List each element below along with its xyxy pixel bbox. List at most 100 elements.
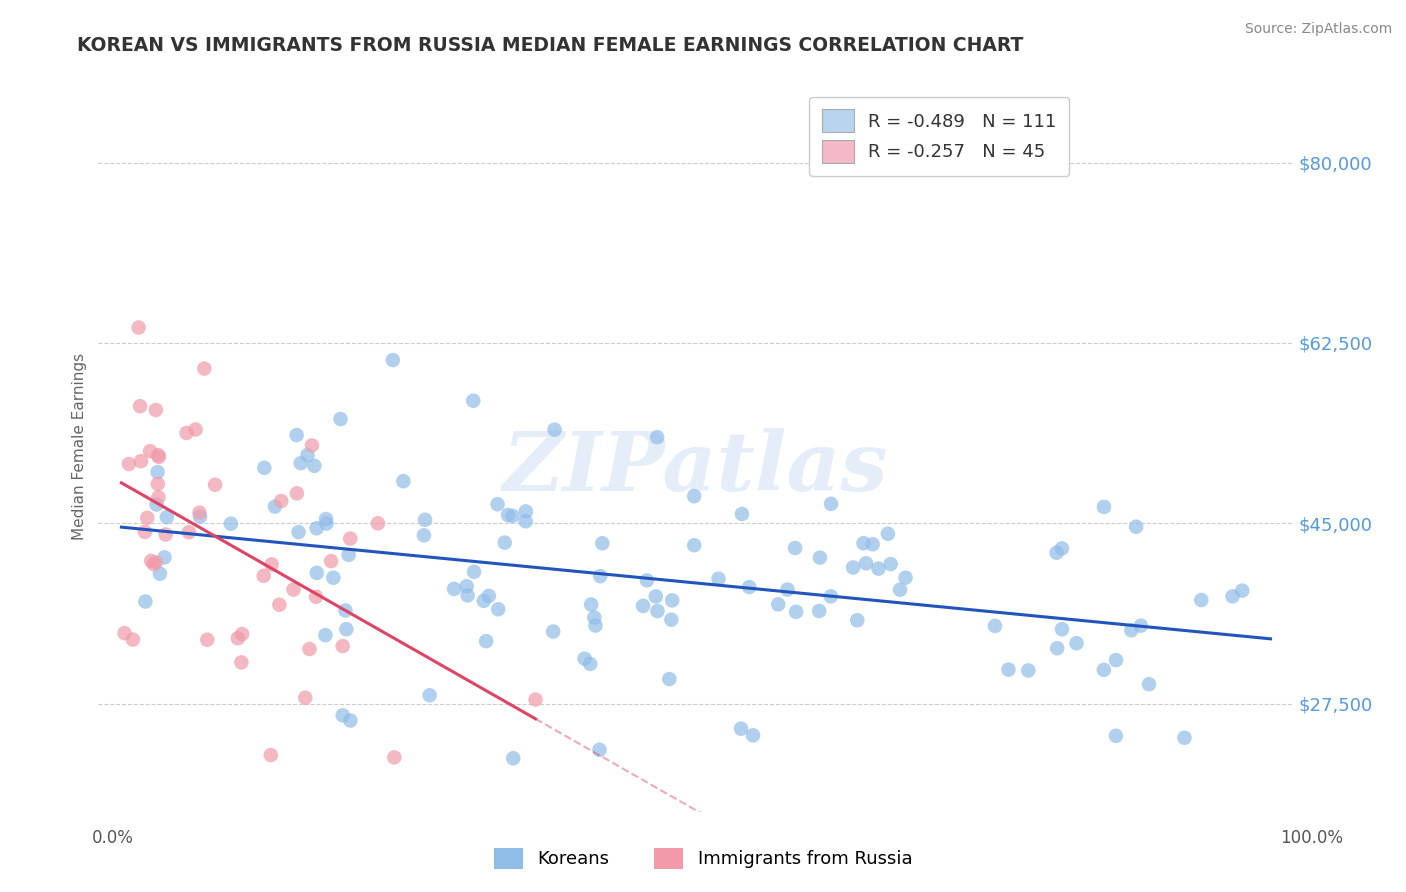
Point — [269, 598, 291, 612]
Text: KOREAN VS IMMIGRANTS FROM RUSSIA MEDIAN FEMALE EARNINGS CORRELATION CHART: KOREAN VS IMMIGRANTS FROM RUSSIA MEDIAN … — [77, 36, 1024, 54]
Point — [315, 512, 337, 526]
Point — [294, 690, 316, 705]
Point — [153, 550, 176, 565]
Point — [148, 448, 170, 462]
Point — [683, 489, 706, 503]
Point — [136, 510, 159, 524]
Point — [114, 626, 136, 640]
Point — [129, 454, 152, 468]
Point — [381, 353, 404, 368]
Point — [139, 554, 162, 568]
Point — [146, 476, 169, 491]
Point — [301, 438, 323, 452]
Point — [204, 477, 226, 491]
Point — [1121, 624, 1143, 638]
Point — [661, 593, 683, 607]
Point — [496, 508, 519, 522]
Point — [1050, 622, 1073, 636]
Point — [515, 514, 537, 528]
Point — [543, 423, 565, 437]
Point — [146, 465, 169, 479]
Point — [502, 751, 524, 765]
Point — [1092, 500, 1115, 514]
Point — [862, 537, 884, 551]
Point — [1050, 541, 1073, 556]
Point — [231, 656, 253, 670]
Point — [731, 507, 754, 521]
Point — [842, 560, 865, 574]
Point — [588, 743, 610, 757]
Point — [339, 532, 361, 546]
Point — [1017, 664, 1039, 678]
Point — [889, 582, 911, 597]
Point — [574, 651, 596, 665]
Point — [502, 508, 524, 523]
Point — [579, 657, 602, 671]
Point — [659, 613, 682, 627]
Point — [134, 524, 156, 539]
Point — [322, 571, 344, 585]
Point — [808, 550, 831, 565]
Text: Source: ZipAtlas.com: Source: ZipAtlas.com — [1244, 22, 1392, 37]
Point — [321, 554, 343, 568]
Point — [855, 557, 877, 571]
Legend: Koreans, Immigrants from Russia: Koreans, Immigrants from Russia — [486, 840, 920, 876]
Point — [177, 525, 200, 540]
Point — [472, 594, 495, 608]
Point — [129, 399, 152, 413]
Point — [392, 474, 415, 488]
Point — [315, 516, 337, 531]
Point — [486, 497, 509, 511]
Point — [148, 490, 170, 504]
Point — [134, 594, 156, 608]
Point — [145, 498, 167, 512]
Point — [118, 457, 141, 471]
Point — [707, 572, 730, 586]
Point — [645, 430, 668, 444]
Point — [329, 412, 352, 426]
Point — [463, 393, 485, 408]
Point — [1125, 520, 1147, 534]
Point — [184, 422, 207, 436]
Point — [868, 561, 890, 575]
Point — [683, 538, 706, 552]
Point — [636, 574, 658, 588]
Point — [419, 688, 441, 702]
Point — [820, 590, 842, 604]
Point — [188, 506, 211, 520]
Point — [1092, 663, 1115, 677]
Text: ZIPatlas: ZIPatlas — [503, 428, 889, 508]
Point — [260, 747, 283, 762]
Point — [457, 589, 479, 603]
Point — [195, 632, 218, 647]
Point — [305, 566, 328, 580]
Point — [1189, 593, 1212, 607]
Point — [644, 590, 666, 604]
Point — [880, 557, 903, 571]
Point — [226, 631, 249, 645]
Point — [253, 569, 276, 583]
Point — [155, 527, 177, 541]
Point — [304, 458, 326, 473]
Point — [339, 714, 361, 728]
Point — [984, 619, 1007, 633]
Point — [1105, 729, 1128, 743]
Point — [176, 425, 198, 440]
Point — [297, 448, 319, 462]
Point — [149, 566, 172, 581]
Point — [589, 569, 612, 583]
Point — [1137, 677, 1160, 691]
Point — [785, 541, 807, 555]
Point — [1045, 546, 1067, 560]
Point — [515, 504, 537, 518]
Point — [382, 750, 405, 764]
Point — [1173, 731, 1195, 745]
Point — [142, 557, 165, 571]
Point — [583, 610, 606, 624]
Point — [264, 500, 287, 514]
Point — [463, 565, 485, 579]
Point — [494, 535, 516, 549]
Point — [270, 494, 292, 508]
Point — [219, 516, 242, 531]
Point — [337, 548, 360, 562]
